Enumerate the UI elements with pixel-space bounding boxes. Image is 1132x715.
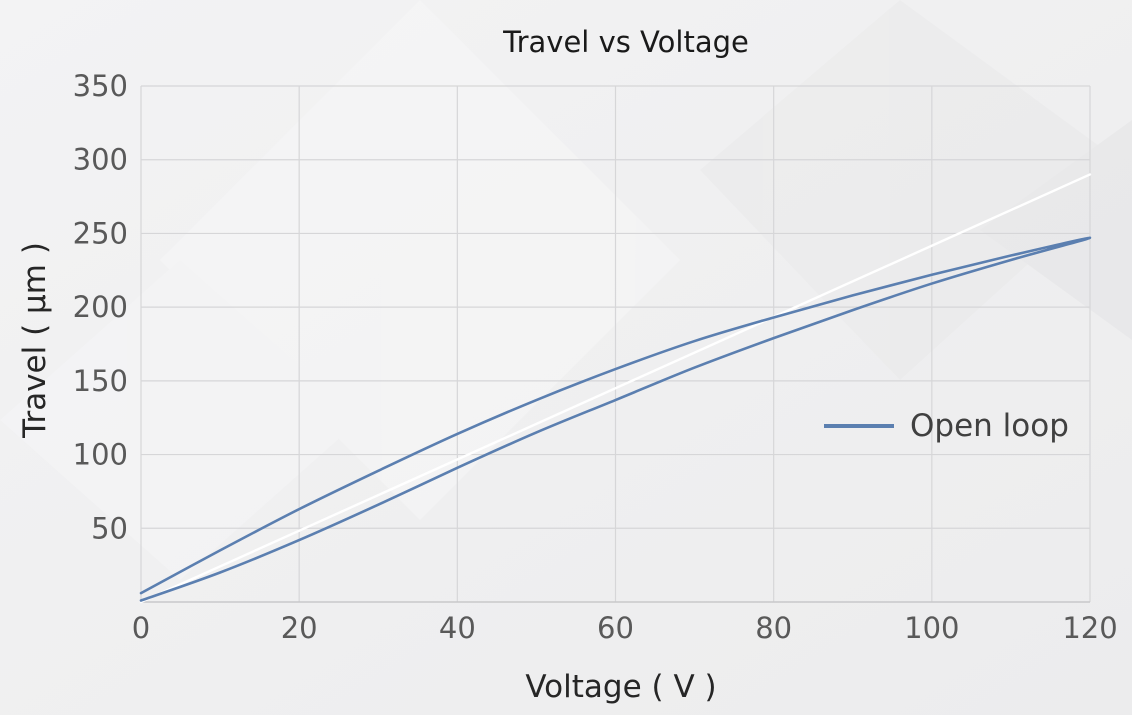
y-tick-label-100: 100 — [73, 438, 128, 472]
x-tick-label-20: 20 — [281, 611, 318, 645]
y-axis-label: Travel ( μm ) — [17, 242, 53, 439]
x-tick-label-100: 100 — [904, 611, 959, 645]
legend: Open loop — [824, 408, 1069, 444]
x-axis-label: Voltage ( V ) — [525, 669, 716, 705]
x-tick-label-40: 40 — [439, 611, 476, 645]
y-tick-label-200: 200 — [73, 290, 128, 324]
series-layer — [139, 173, 1092, 604]
x-tick-label-0: 0 — [132, 611, 150, 645]
legend-label-open-loop: Open loop — [910, 408, 1069, 444]
y-tick-label-350: 350 — [73, 69, 128, 103]
x-axis-ticks: 0 20 40 60 80 100 120 — [132, 611, 1118, 645]
y-tick-label-300: 300 — [73, 143, 128, 177]
grid-lines — [140, 85, 1091, 603]
y-tick-label-250: 250 — [73, 216, 128, 250]
y-axis-ticks: 50 100 150 200 250 300 350 — [73, 69, 128, 545]
x-tick-label-60: 60 — [597, 611, 634, 645]
y-tick-label-50: 50 — [91, 511, 128, 545]
background-decoration — [0, 0, 1132, 580]
y-tick-label-150: 150 — [73, 364, 128, 398]
x-tick-label-120: 120 — [1062, 611, 1117, 645]
chart-title: Travel vs Voltage — [502, 25, 749, 59]
series-line-reference — [139, 173, 1092, 604]
x-tick-label-80: 80 — [755, 611, 792, 645]
series-line-open-loop — [139, 236, 1092, 602]
